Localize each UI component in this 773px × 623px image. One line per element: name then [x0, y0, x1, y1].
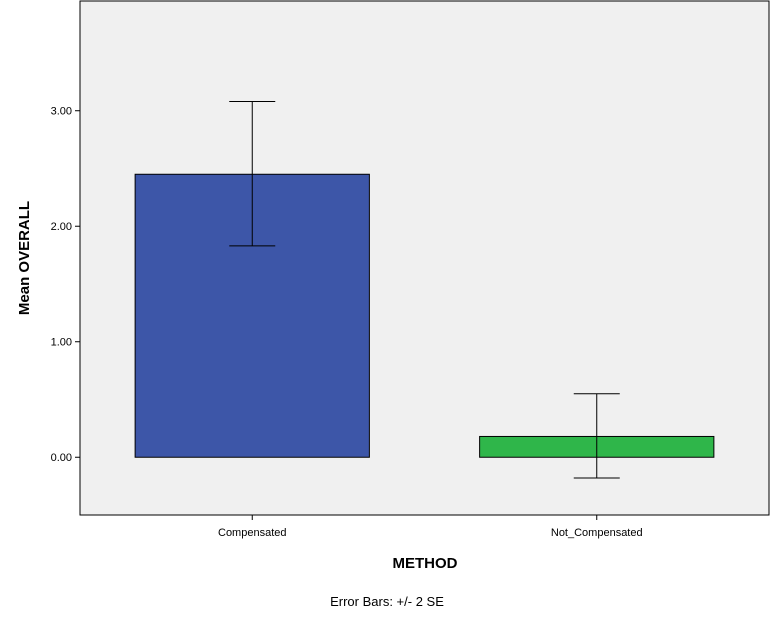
y-axis-title: Mean OVERALL	[16, 201, 33, 315]
y-tick-label: 2.00	[51, 221, 72, 233]
x-tick-label: Compensated	[218, 527, 287, 539]
y-tick-label: 1.00	[51, 337, 72, 349]
x-axis-title: METHOD	[393, 555, 458, 572]
y-axis: 0.00 1.00 2.00 3.00	[51, 106, 80, 464]
y-tick-label: 3.00	[51, 106, 72, 118]
x-tick-label: Not_Compensated	[551, 527, 643, 539]
y-tick-label: 0.00	[51, 452, 72, 464]
error-bar-note: Error Bars: +/- 2 SE	[330, 594, 444, 609]
error-bars-layer	[229, 100, 620, 479]
x-axis: Compensated Not_Compensated	[218, 515, 643, 539]
